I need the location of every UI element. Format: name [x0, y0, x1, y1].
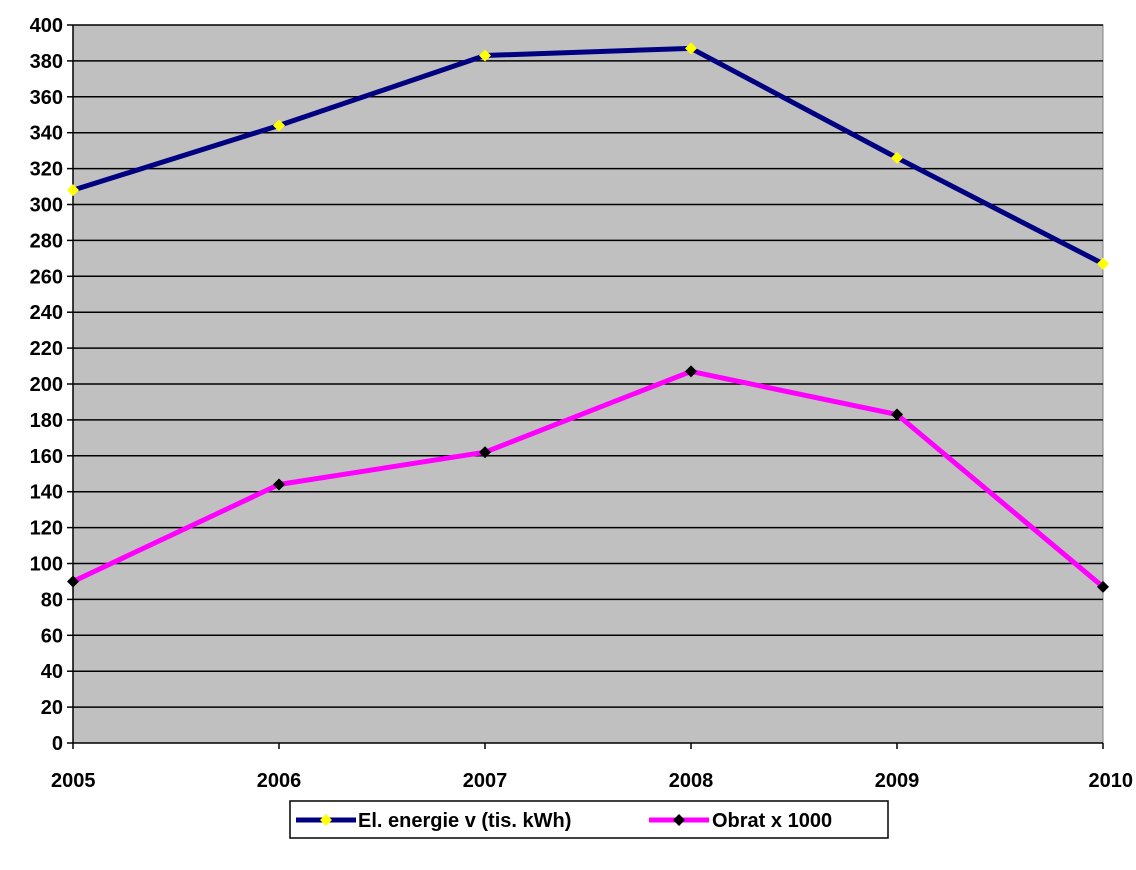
data-point: [67, 575, 79, 588]
x-axis-ticks: 2005 2006 2007 2008 2009 2010: [51, 743, 1133, 792]
series-line-0: [70, 45, 1106, 267]
legend-label-turnover: Obrat x 1000: [712, 810, 832, 832]
data-point: [1097, 257, 1109, 270]
y-tick-label: 340: [30, 123, 63, 145]
data-point: [891, 151, 903, 164]
legend-box: [289, 800, 889, 839]
x-tick-label: 2007: [463, 770, 508, 792]
y-tick-label: 280: [30, 230, 63, 252]
legend: El. energie v (tis. kWh) Obrat x 1000: [289, 800, 889, 839]
y-tick-label: 60: [41, 625, 63, 647]
y-tick-label: 100: [30, 554, 63, 576]
y-tick-label: 380: [30, 51, 63, 73]
series-line-1: [70, 368, 1106, 590]
legend-marker-energy: [320, 814, 332, 826]
data-point: [479, 49, 491, 62]
y-tick-label: 80: [41, 589, 63, 611]
y-tick-label: 160: [30, 446, 63, 468]
legend-marker-turnover: [673, 814, 685, 826]
data-point: [67, 184, 79, 197]
y-tick-label: 40: [41, 661, 63, 683]
data-point: [891, 408, 903, 421]
series-group: [67, 42, 1109, 593]
y-tick-label: 0: [52, 733, 63, 755]
data-point: [685, 42, 697, 55]
data-point: [479, 446, 491, 459]
y-tick-label: 260: [30, 266, 63, 288]
x-tick-label: 2005: [51, 770, 96, 792]
data-point: [273, 119, 285, 132]
y-tick-label: 240: [30, 302, 63, 324]
y-tick-label: 200: [30, 374, 63, 396]
data-point: [685, 365, 697, 378]
y-tick-label: 20: [41, 697, 63, 719]
x-tick-label: 2010: [1089, 770, 1134, 792]
x-tick-label: 2006: [257, 770, 302, 792]
data-point: [1097, 580, 1109, 593]
x-tick-label: 2008: [669, 770, 714, 792]
gridlines: [73, 24, 1103, 708]
data-point: [273, 478, 285, 491]
y-tick-label: 300: [30, 195, 63, 217]
y-tick-label: 120: [30, 518, 63, 540]
y-tick-label: 140: [30, 482, 63, 504]
legend-label-energy: El. energie v (tis. kWh): [358, 810, 571, 832]
y-tick-label: 320: [30, 159, 63, 181]
y-tick-label: 360: [30, 87, 63, 109]
y-axis-ticks: 0 20 40 60 80 100 120 140 160 180 200 220 240 260 280 3…: [30, 15, 73, 755]
y-tick-label: 180: [30, 410, 63, 432]
x-tick-label: 2009: [875, 770, 920, 792]
y-tick-label: 220: [30, 338, 63, 360]
y-tick-label: 400: [30, 15, 63, 37]
